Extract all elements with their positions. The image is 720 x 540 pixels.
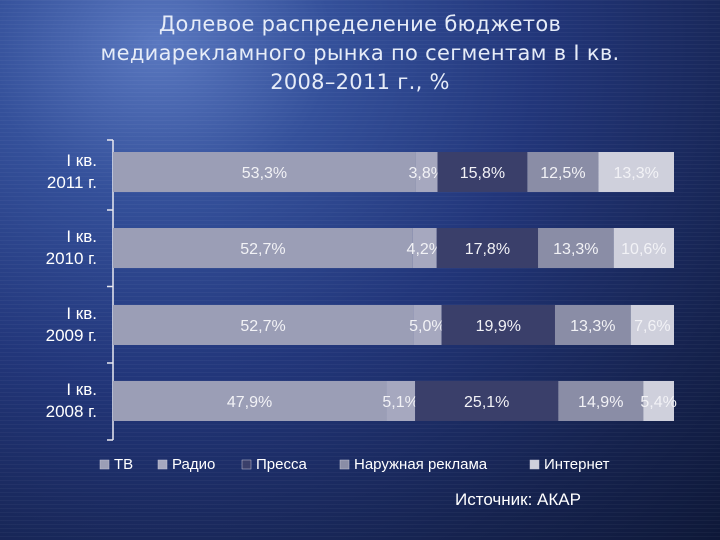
bar-segment-ТВ [113,228,413,268]
data-label: 4,2% [407,241,443,258]
title-line-3: 2008–2011 г., % [270,70,450,94]
bar-segment-Наружная-реклама [538,228,614,268]
data-label: 14,9% [578,394,623,411]
bar-segment-ТВ [113,381,387,421]
bar-segment-Наружная-реклама [554,305,631,345]
data-label: 10,6% [621,241,666,258]
data-label: 52,7% [240,241,285,258]
category-label: I кв. [66,304,97,323]
bar-segment-Пресса [441,305,555,345]
chart-title: Долевое распределение бюджетов медиарекл… [40,10,680,97]
bar-segment-Интернет [598,152,674,192]
data-label: 52,7% [240,318,285,335]
bar-segment-Наружная-реклама [527,152,599,192]
bar-segment-Радио [413,305,442,345]
category-label: 2010 г. [46,249,97,268]
bar-segment-Пресса [415,381,559,421]
bar-segment-Наружная-реклама [558,381,644,421]
data-label: 53,3% [242,165,287,182]
data-label: 13,3% [553,241,598,258]
bar-segment-Интернет [630,305,674,345]
data-label: 5,4% [640,394,676,411]
data-label: 5,0% [409,318,445,335]
bar-segment-Радио [386,381,416,421]
category-label: I кв. [66,151,97,170]
bar-segment-Интернет [613,228,674,268]
legend-swatch [241,459,252,470]
legend-label: ТВ [114,456,133,473]
data-label: 25,1% [464,394,509,411]
category-label: I кв. [66,380,97,399]
data-label: 3,8% [409,165,445,182]
category-label: 2009 г. [46,326,97,345]
data-label: 13,3% [614,165,659,182]
bar-segment-Радио [412,228,437,268]
data-label: 7,6% [634,318,670,335]
data-label: 13,3% [570,318,615,335]
category-label: 2011 г. [47,173,97,192]
bar-segment-ТВ [113,305,414,345]
bar-segment-ТВ [113,152,416,192]
legend-label: Интернет [544,456,610,473]
category-label: I кв. [66,227,97,246]
bar-segment-Пресса [436,228,539,268]
data-label: 15,8% [460,165,505,182]
data-label: 19,9% [476,318,521,335]
data-label: 17,8% [465,241,510,258]
title-line-2: медиарекламного рынка по сегментам в I к… [100,41,620,65]
bar-segment-Интернет [643,381,674,421]
legend-label: Наружная реклама [354,456,488,473]
legend-swatch [157,459,168,470]
title-line-1: Долевое распределение бюджетов [158,12,562,36]
bar-segment-Пресса [437,152,528,192]
legend-label: Пресса [256,456,307,473]
legend-swatch [529,459,540,470]
data-label: 47,9% [227,394,272,411]
bar-segment-Радио [415,152,438,192]
data-label: 5,1% [382,394,418,411]
category-label: 2008 г. [46,402,97,421]
legend-swatch [339,459,350,470]
data-label: 12,5% [540,165,585,182]
legend-label: Радио [172,456,215,473]
source-note: Источник: АКАР [455,490,581,509]
legend-swatch [99,459,110,470]
